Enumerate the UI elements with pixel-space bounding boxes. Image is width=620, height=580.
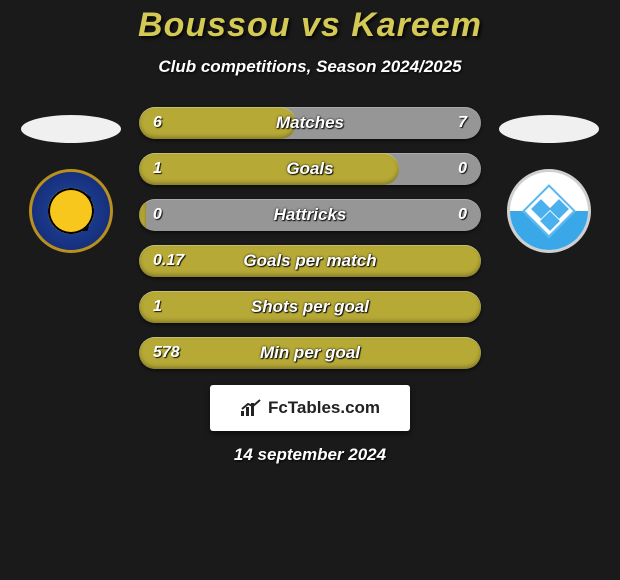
stat-bar: 0 0Hattricks: [139, 199, 481, 231]
stat-left-value: 6: [153, 107, 162, 139]
club-badge-left: [29, 169, 113, 253]
player-left-placeholder: [21, 115, 121, 143]
stat-bar-fill: [139, 107, 296, 139]
stat-right-value: 7: [458, 107, 467, 139]
page-title: Boussou vs Kareem: [138, 6, 482, 45]
stat-right-value: 0: [458, 199, 467, 231]
stat-left-value: 1: [153, 291, 162, 323]
stat-label: Hattricks: [139, 199, 481, 231]
club-badge-right: [507, 169, 591, 253]
stat-bar: 1Shots per goal: [139, 291, 481, 323]
right-side: [499, 107, 599, 253]
stat-bar-fill: [139, 199, 146, 231]
stat-left-value: 1: [153, 153, 162, 185]
stat-bar-fill: [139, 291, 481, 323]
page-subtitle: Club competitions, Season 2024/2025: [158, 57, 461, 77]
brand-badge: FcTables.com: [210, 385, 410, 431]
left-side: [21, 107, 121, 253]
brand-icon: [240, 399, 262, 417]
stat-bar-fill: [139, 153, 399, 185]
stat-bar: 67Matches: [139, 107, 481, 139]
stat-bar: 10Goals: [139, 153, 481, 185]
main-row: 67Matches10Goals00Hattricks0.17Goals per…: [0, 107, 620, 369]
stat-bar: 0.17Goals per match: [139, 245, 481, 277]
stat-bar-fill: [139, 337, 481, 369]
date-text: 14 september 2024: [234, 445, 386, 465]
stat-right-value: 0: [458, 153, 467, 185]
stat-bar-fill: [139, 245, 481, 277]
stat-bar: 578Min per goal: [139, 337, 481, 369]
brand-text: FcTables.com: [268, 398, 380, 418]
stat-left-value: 578: [153, 337, 180, 369]
stats-bars: 67Matches10Goals00Hattricks0.17Goals per…: [139, 107, 481, 369]
stat-left-value: 0.17: [153, 245, 184, 277]
stat-left-value: 0: [153, 199, 162, 231]
infographic-root: Boussou vs Kareem Club competitions, Sea…: [0, 0, 620, 580]
player-right-placeholder: [499, 115, 599, 143]
